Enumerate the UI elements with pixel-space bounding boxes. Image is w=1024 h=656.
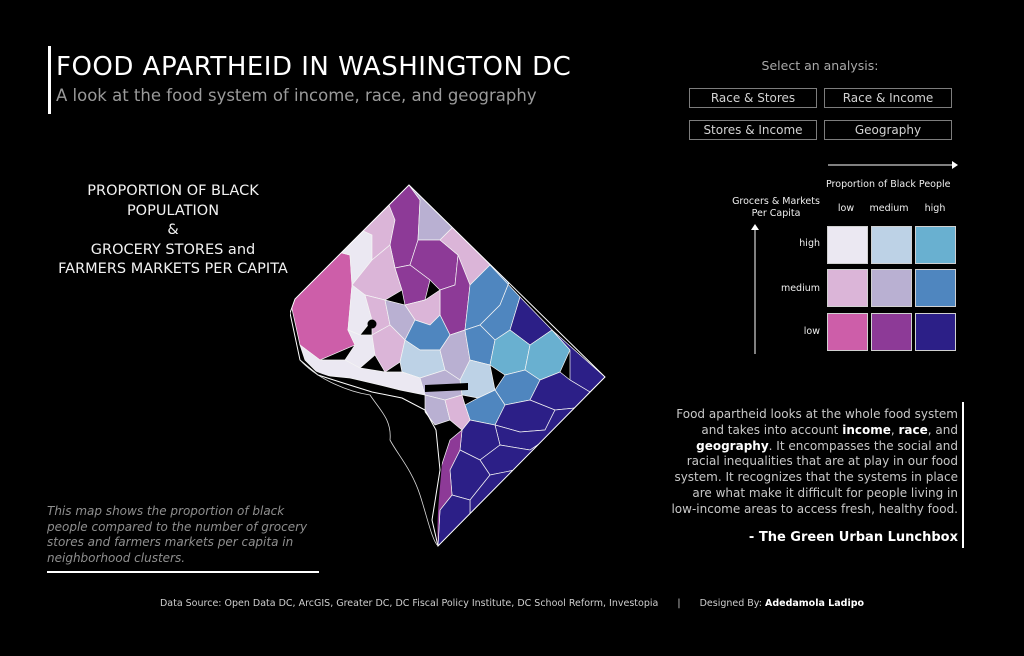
x-axis-arrow-icon (828, 161, 958, 169)
data-source: Data Source: Open Data DC, ArcGIS, Great… (159, 598, 659, 609)
river-shoreline (299, 359, 439, 547)
cluster-northwest-1[interactable] (290, 249, 356, 361)
legend-swatch (827, 226, 868, 264)
legend-swatch (915, 269, 956, 307)
national-mall-gap (425, 383, 468, 392)
cluster-central-6[interactable] (347, 284, 373, 336)
potomac-river (296, 361, 442, 560)
analysis-selector-label: Select an analysis: (761, 58, 879, 73)
title-accent-bar (48, 46, 51, 114)
map-title: PROPORTION OF BLACK POPULATION & GROCERY… (40, 182, 306, 280)
page-title: FOOD APARTHEID IN WASHINGTON DC (56, 52, 572, 82)
cluster-anacostia-shore[interactable] (429, 429, 463, 546)
stores-income-button[interactable]: Stores & Income (689, 120, 817, 140)
legend-swatch (827, 313, 868, 351)
quote-text: Food apartheid looks at the whole food s… (676, 407, 958, 437)
map-title-line: FARMERS MARKETS PER CAPITA (58, 261, 288, 277)
designer-name: Adedamola Ladipo (764, 598, 865, 609)
legend-swatch (915, 226, 956, 264)
quote-text: , (890, 422, 899, 437)
map-title-line: & (167, 222, 179, 238)
cluster-central-10[interactable] (344, 329, 376, 369)
quote-accent-bar (962, 402, 964, 548)
page-subtitle: A look at the food system of income, rac… (56, 86, 537, 105)
quote-text: . It encompasses the social and racial i… (671, 438, 958, 516)
quote-text: , and (927, 422, 958, 437)
legend-swatch (827, 269, 868, 307)
y-axis-arrow-icon (751, 224, 759, 354)
race-stores-button[interactable]: Race & Stores (689, 88, 817, 108)
legend-swatch (915, 313, 956, 351)
map-location-marker (367, 319, 377, 329)
legend-y-title: Grocers & Markets Per Capita (732, 196, 820, 219)
map-title-line: PROPORTION OF BLACK (87, 183, 259, 199)
legend-y-low: low (803, 326, 820, 337)
footer: Data Source: Open Data DC, ArcGIS, Great… (0, 598, 1024, 609)
geography-button[interactable]: Geography (824, 120, 952, 140)
legend-swatch (871, 269, 912, 307)
footer-separator: | (677, 598, 681, 609)
legend-x-title: Proportion of Black People (826, 179, 951, 190)
cluster-southwest-2[interactable] (424, 394, 451, 426)
legend-x-high: high (924, 203, 946, 214)
legend-swatch (871, 313, 912, 351)
legend-x-low: low (837, 203, 855, 214)
quote-bold-geography: geography (696, 438, 769, 453)
designed-by-label: Designed By: (699, 598, 762, 609)
map-description: This map shows the proportion of black p… (47, 504, 308, 565)
dc-map (290, 184, 606, 560)
map-title-line: GROCERY STORES and (90, 241, 256, 258)
legend-y-medium: medium (780, 283, 820, 294)
quote-author: - The Green Urban Lunchbox (748, 530, 958, 545)
legend-x-medium: medium (869, 203, 909, 214)
cluster-southwest-3[interactable] (444, 394, 471, 431)
note-underline (47, 571, 319, 573)
dc-boundary (290, 184, 606, 547)
legend-y-high: high (799, 238, 820, 249)
legend-swatch (871, 226, 912, 264)
map-title-line: POPULATION (126, 202, 220, 219)
quote-bold-race: race (898, 422, 928, 437)
race-income-button[interactable]: Race & Income (824, 88, 952, 108)
quote-bold-income: income (842, 422, 891, 437)
food-apartheid-quote: Food apartheid looks at the whole food s… (668, 407, 958, 518)
